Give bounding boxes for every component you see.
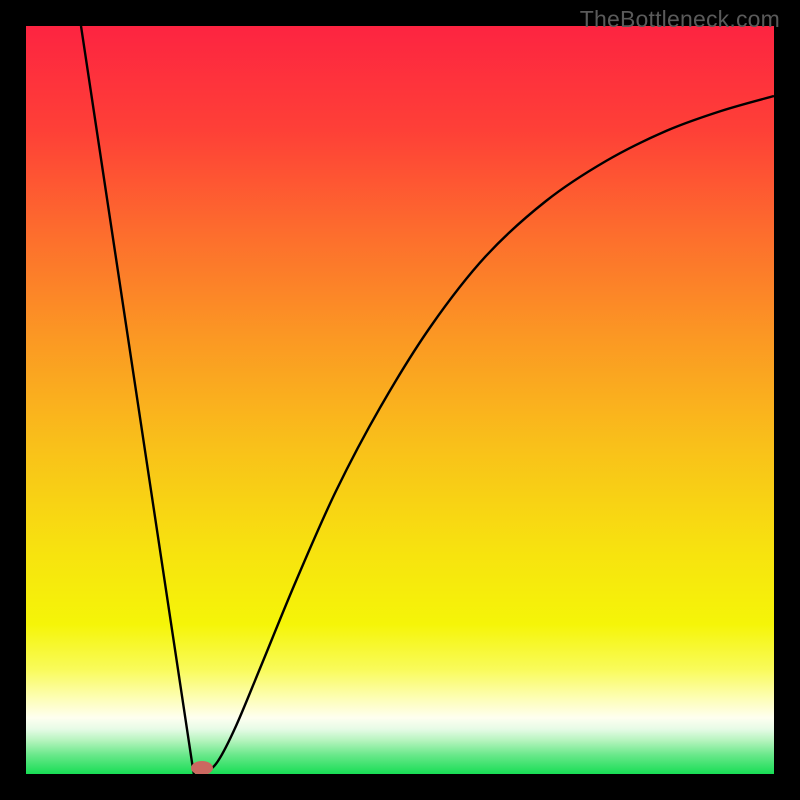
watermark-text: TheBottleneck.com — [580, 6, 780, 33]
bottleneck-chart — [26, 26, 774, 774]
